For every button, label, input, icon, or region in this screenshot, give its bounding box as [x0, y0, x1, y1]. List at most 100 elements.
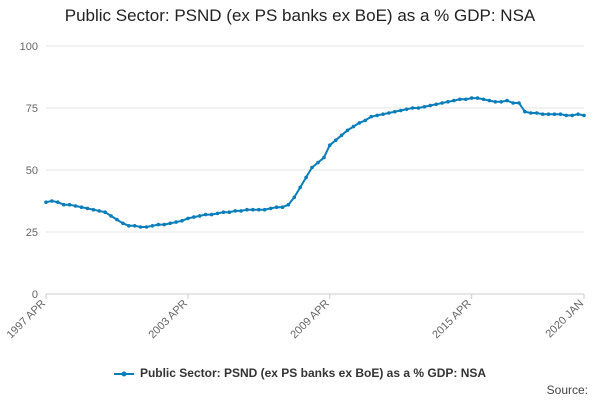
data-point[interactable]: [511, 101, 515, 105]
data-point[interactable]: [73, 204, 78, 208]
data-point[interactable]: [576, 112, 580, 116]
data-point[interactable]: [316, 160, 320, 165]
data-point[interactable]: [150, 224, 155, 228]
data-point[interactable]: [339, 133, 344, 138]
data-point[interactable]: [292, 195, 297, 200]
data-point[interactable]: [274, 205, 279, 209]
data-point[interactable]: [381, 112, 385, 116]
data-point[interactable]: [50, 199, 54, 203]
data-point[interactable]: [103, 210, 107, 214]
data-point[interactable]: [257, 207, 261, 212]
data-point[interactable]: [44, 200, 48, 204]
data-point[interactable]: [351, 124, 356, 129]
data-point[interactable]: [245, 207, 249, 212]
data-point[interactable]: [85, 206, 90, 211]
data-point[interactable]: [268, 206, 273, 211]
grid-lines: [46, 45, 584, 295]
data-point[interactable]: [298, 185, 303, 190]
data-point[interactable]: [121, 221, 125, 226]
data-point[interactable]: [469, 96, 474, 100]
data-point[interactable]: [505, 98, 509, 103]
data-point[interactable]: [558, 112, 563, 116]
data-point[interactable]: [215, 211, 220, 216]
data-point[interactable]: [493, 100, 498, 104]
data-point[interactable]: [393, 109, 397, 114]
data-point[interactable]: [369, 114, 374, 119]
data-point[interactable]: [416, 106, 421, 110]
data-point[interactable]: [434, 102, 439, 107]
data-point[interactable]: [186, 216, 190, 221]
data-point[interactable]: [97, 209, 101, 213]
data-point[interactable]: [440, 101, 444, 105]
data-point[interactable]: [481, 97, 486, 102]
data-point[interactable]: [239, 209, 243, 213]
data-point[interactable]: [582, 113, 586, 118]
data-point[interactable]: [251, 207, 255, 212]
data-point[interactable]: [115, 217, 119, 222]
data-point[interactable]: [197, 214, 202, 218]
data-point[interactable]: [221, 210, 226, 214]
data-point[interactable]: [534, 111, 539, 115]
data-point[interactable]: [458, 97, 462, 102]
data-point[interactable]: [357, 121, 362, 125]
x-tick-label: 2003 APR: [146, 298, 190, 342]
data-point[interactable]: [91, 207, 96, 212]
data-point[interactable]: [280, 205, 285, 209]
data-point[interactable]: [109, 214, 113, 218]
source-label: Source:: [546, 383, 588, 397]
data-point[interactable]: [203, 212, 208, 217]
data-point[interactable]: [262, 207, 267, 212]
data-point[interactable]: [452, 98, 456, 103]
data-point[interactable]: [540, 112, 545, 116]
data-point[interactable]: [345, 128, 350, 133]
data-point[interactable]: [422, 105, 427, 109]
data-point[interactable]: [127, 224, 131, 228]
y-tick-label: 75: [26, 103, 38, 115]
data-point[interactable]: [286, 202, 291, 207]
data-point[interactable]: [529, 111, 533, 115]
data-point[interactable]: [428, 103, 433, 108]
data-point[interactable]: [546, 112, 551, 116]
data-point[interactable]: [138, 225, 143, 229]
data-point[interactable]: [464, 97, 468, 102]
data-point[interactable]: [310, 165, 314, 170]
data-point[interactable]: [499, 100, 504, 104]
data-point[interactable]: [375, 113, 379, 118]
data-point[interactable]: [67, 202, 72, 207]
data-point[interactable]: [61, 202, 66, 207]
data-point[interactable]: [404, 107, 409, 111]
data-point[interactable]: [233, 209, 237, 213]
data-point[interactable]: [328, 143, 332, 147]
data-point[interactable]: [523, 109, 527, 114]
data-point[interactable]: [144, 225, 149, 229]
legend[interactable]: Public Sector: PSND (ex PS banks ex BoE)…: [0, 366, 600, 380]
y-tick-label: 0: [32, 289, 38, 301]
data-point[interactable]: [564, 113, 569, 118]
data-point[interactable]: [398, 108, 403, 113]
data-point[interactable]: [227, 210, 232, 214]
data-point[interactable]: [363, 118, 368, 123]
data-point[interactable]: [156, 222, 161, 227]
data-point[interactable]: [552, 112, 557, 116]
data-point[interactable]: [570, 113, 574, 118]
data-point[interactable]: [56, 200, 60, 204]
data-point[interactable]: [180, 219, 184, 223]
data-point[interactable]: [517, 101, 521, 105]
data-point[interactable]: [475, 96, 480, 100]
data-point[interactable]: [304, 175, 308, 180]
data-point[interactable]: [487, 98, 492, 103]
data-point[interactable]: [410, 106, 415, 110]
data-point[interactable]: [162, 222, 166, 227]
data-point[interactable]: [174, 220, 178, 224]
data-point[interactable]: [209, 212, 214, 217]
data-point[interactable]: [333, 138, 338, 142]
data-point[interactable]: [192, 215, 196, 219]
data-point[interactable]: [387, 111, 391, 115]
data-point[interactable]: [322, 155, 326, 160]
series-line: [45, 97, 585, 228]
data-point[interactable]: [132, 224, 137, 228]
data-point[interactable]: [446, 100, 450, 104]
data-point[interactable]: [168, 221, 172, 226]
data-point[interactable]: [79, 205, 84, 209]
